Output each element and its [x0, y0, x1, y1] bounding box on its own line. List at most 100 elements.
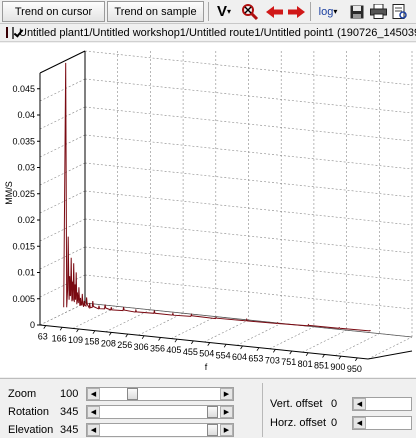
- x-tick-label: 405: [166, 345, 181, 355]
- x-tick-mark: [59, 327, 63, 331]
- x-tick-label: 554: [216, 350, 231, 360]
- y-tick-label: 0.045: [12, 84, 35, 94]
- elevation-right-arrow[interactable]: ▶: [220, 424, 233, 436]
- y-tick-label: 0.015: [12, 241, 35, 251]
- rotation-slider-thumb[interactable]: [207, 406, 218, 418]
- side-grid-line: [39, 78, 86, 102]
- chart-canvas: 0 0.005 0.01 0.015 0.02 0.025 0.03 0.035 0.04 0.0…: [4, 50, 413, 374]
- vert-offset-value: 0: [331, 398, 338, 410]
- right-edge-line: [367, 350, 413, 360]
- zoom-left-arrow[interactable]: ◀: [87, 388, 100, 400]
- side-grid-line: [39, 162, 86, 186]
- trend-on-sample-button[interactable]: Trend on sample: [107, 1, 204, 22]
- x-tick-label: 851: [314, 360, 329, 370]
- y-axis-title: MM/S: [4, 181, 14, 205]
- x-tick-label: 653: [248, 354, 263, 364]
- y-tick-label: 0.035: [12, 136, 35, 146]
- x-tick-label: 306: [134, 342, 149, 352]
- series-legend-text: Untitled plant1/Untitled workshop1/Untit…: [19, 26, 416, 39]
- x-tick-mark: [338, 355, 342, 360]
- x-tick-label: 256: [117, 340, 132, 350]
- horz-offset-value: 0: [331, 417, 338, 429]
- fft-spectrum-line: [63, 62, 371, 332]
- back-grid-horizontal-line: [84, 190, 413, 226]
- rotation-right-arrow[interactable]: ▶: [220, 406, 233, 418]
- floor-grid-line: [335, 333, 380, 356]
- x-tick-label: 166: [52, 333, 67, 343]
- top-edge-line: [39, 50, 86, 74]
- back-grid-horizontal-line: [84, 274, 413, 310]
- printer-icon[interactable]: [369, 2, 387, 21]
- elevation-slider[interactable]: ◀ ▶: [86, 423, 234, 437]
- fft-3d-chart[interactable]: 0 0.005 0.01 0.015 0.02 0.025 0.03 0.035 0.04 0.0…: [0, 43, 416, 377]
- horz-offset-slider[interactable]: ◀: [352, 416, 412, 430]
- x-tick-label: 703: [265, 355, 280, 365]
- floor-grid-line: [138, 312, 184, 336]
- x-tick-mark: [76, 328, 79, 333]
- back-grid-horizontal-line: [84, 218, 413, 254]
- floor-grid-line: [105, 309, 151, 333]
- side-grid-line: [39, 190, 86, 214]
- back-floor-edge: [84, 302, 413, 338]
- x-tick-label: 801: [298, 359, 313, 369]
- x-tick-mark: [158, 337, 161, 341]
- vert-offset-left-arrow[interactable]: ◀: [353, 398, 366, 410]
- rotation-slider[interactable]: ◀ ▶: [86, 405, 234, 419]
- view-controls-panel: Zoom 100 ◀ ▶ Rotation 345 ◀ ▶ Elevation …: [0, 378, 416, 438]
- elevation-slider-thumb[interactable]: [207, 424, 218, 436]
- x-tick-mark: [92, 330, 96, 334]
- x-tick-mark: [43, 325, 47, 329]
- v-menu-button[interactable]: V ▾: [213, 2, 235, 21]
- v-menu-label: V: [216, 3, 227, 20]
- log-label: log: [318, 5, 334, 18]
- toolbar-separator: [310, 2, 311, 21]
- y-tick-label: 0.005: [12, 294, 35, 304]
- floor-grid-line: [367, 336, 413, 360]
- series-color-swatch[interactable]: [6, 27, 8, 38]
- zoom-slider[interactable]: ◀ ▶: [86, 387, 234, 401]
- y-tick-label: 0.01: [17, 268, 35, 278]
- x-tick-label: 455: [183, 347, 198, 357]
- series-visible-checkbox[interactable]: [12, 26, 14, 39]
- y-tick-label: 0.03: [17, 163, 35, 173]
- back-grid-horizontal-line: [84, 78, 413, 114]
- x-tick-mark: [240, 345, 243, 350]
- zoom-right-arrow[interactable]: ▶: [220, 388, 233, 400]
- toolbar-separator: [208, 2, 209, 21]
- red-arrow-right-icon[interactable]: [287, 2, 305, 21]
- x-tick-label: 950: [347, 364, 362, 374]
- elevation-value: 345: [60, 424, 79, 436]
- elevation-left-arrow[interactable]: ◀: [87, 424, 100, 436]
- floor-grid-line: [39, 302, 86, 326]
- horz-offset-left-arrow[interactable]: ◀: [353, 417, 366, 429]
- x-tick-label: 504: [199, 349, 214, 359]
- x-tick-mark: [256, 347, 260, 351]
- x-tick-mark: [322, 354, 325, 358]
- x-tick-label: 900: [330, 362, 345, 372]
- x-tick-mark: [174, 338, 178, 343]
- zoom-slider-thumb[interactable]: [127, 388, 138, 400]
- side-grid-line: [39, 218, 86, 242]
- floor-grid-line: [269, 326, 315, 350]
- x-tick-label: 356: [150, 343, 165, 353]
- side-grid-line: [39, 106, 86, 130]
- rotation-left-arrow[interactable]: ◀: [87, 406, 100, 418]
- red-arrow-left-icon[interactable]: [266, 2, 284, 21]
- horz-offset-label: Horz. offset: [270, 417, 327, 429]
- x-tick-label: 158: [84, 337, 99, 347]
- side-grid-line: [39, 246, 86, 270]
- y-tick-label: 0: [30, 320, 35, 330]
- x-tick-mark: [109, 332, 112, 336]
- print-preview-icon[interactable]: [391, 2, 409, 21]
- log-scale-button[interactable]: log ▾: [316, 2, 340, 21]
- x-tick-mark: [273, 349, 276, 353]
- vert-offset-label: Vert. offset: [270, 398, 323, 410]
- magnifier-icon[interactable]: [240, 2, 260, 21]
- vert-offset-slider[interactable]: ◀: [352, 397, 412, 411]
- trend-on-cursor-button[interactable]: Trend on cursor: [2, 1, 105, 22]
- panel-separator: [262, 383, 263, 437]
- floppy-save-icon[interactable]: [349, 2, 365, 21]
- chevron-down-icon: ▾: [227, 7, 232, 16]
- back-grid-horizontal-line: [84, 162, 413, 198]
- series-legend: Untitled plant1/Untitled workshop1/Untit…: [0, 24, 416, 42]
